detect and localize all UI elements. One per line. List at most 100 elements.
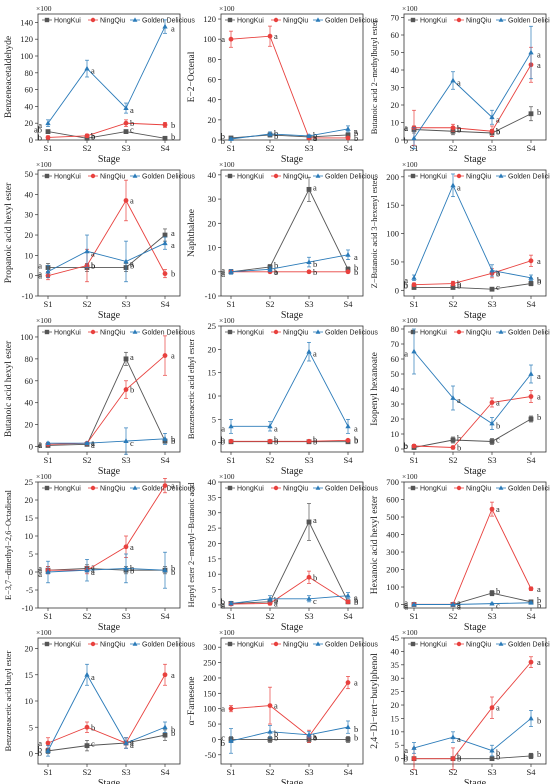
y-tick-label: 0: [29, 567, 33, 577]
y-tick-label: 40: [391, 65, 400, 75]
x-axis-title: Stage: [464, 154, 487, 165]
significance-label: a: [313, 349, 317, 359]
x-tick-label: S4: [527, 611, 537, 621]
significance-label: b: [404, 441, 408, 451]
multiplier-label: ×100: [402, 628, 418, 637]
multiplier-label: ×100: [402, 4, 418, 13]
series-line: [413, 351, 532, 425]
significance-label: b: [221, 435, 225, 445]
significance-label: a: [404, 349, 408, 359]
y-tick-label: 20: [25, 118, 34, 128]
x-tick-label: S4: [161, 299, 171, 309]
y-tick-label: 30: [391, 83, 400, 93]
significance-label: b: [457, 280, 461, 290]
data-point: [162, 353, 168, 358]
data-point: [411, 601, 417, 607]
y-axis-title: Naphthalene: [187, 209, 197, 257]
significance-label: b: [354, 128, 358, 138]
x-tick-label: S1: [44, 299, 53, 309]
y-tick-label: 80: [25, 68, 34, 78]
x-tick-label: S2: [83, 143, 92, 153]
y-tick-label: 25: [391, 687, 400, 697]
legend-marker: [498, 173, 504, 178]
significance-label: c: [130, 438, 134, 448]
series-line: [47, 355, 166, 445]
chart-panel: 0 5 10 15 20 25 30 35 40 S1 S2 S3 S4 Stage Heptyl este…: [185, 470, 378, 633]
chart-svg: 0 10 20 30 40 50 60 70 80 S1 S2 S3 S4 Stage Isopenyl h…: [370, 316, 550, 477]
data-point: [489, 600, 495, 606]
series-line: [230, 576, 349, 605]
significance-label: b: [404, 280, 408, 290]
chart-panel: 0 50 100 150 200 S1 S2 S3 S4 Stage Z−Butanoic acid…: [368, 158, 550, 321]
legend-label: HongKui: [54, 486, 81, 493]
significance-label: a: [221, 269, 225, 279]
significance-label: b: [537, 277, 541, 287]
y-tick-label: 0: [212, 267, 216, 277]
y-axis-title: Heptyl ester 2−methyl−Butanoic acid: [187, 482, 196, 608]
significance-label: b: [171, 567, 175, 577]
significance-label: b: [496, 126, 500, 136]
significance-label: a: [38, 439, 42, 449]
data-point: [306, 595, 312, 601]
data-point: [84, 724, 90, 730]
series-line: [47, 122, 166, 138]
x-tick-label: S3: [122, 299, 131, 309]
x-tick-label: S1: [410, 455, 419, 465]
data-point: [84, 567, 90, 573]
significance-label: a: [404, 745, 408, 755]
significance-label: b: [313, 572, 317, 582]
significance-label: a: [130, 542, 134, 552]
significance-label: b: [171, 434, 175, 444]
legend-marker: [132, 485, 138, 490]
series-line: [230, 35, 348, 139]
data-point: [267, 737, 273, 742]
data-point: [306, 438, 312, 444]
y-axis-title: E−2−Octenal: [187, 51, 197, 102]
series-line: [414, 602, 532, 605]
significance-label: a: [457, 395, 461, 405]
data-point: [450, 601, 456, 607]
y-tick-label: 15: [208, 368, 217, 378]
legend-marker: [456, 17, 462, 23]
legend-marker: [273, 485, 279, 491]
significance-label: b: [537, 715, 541, 725]
y-tick-label: -10: [205, 291, 216, 301]
significance-label: a: [221, 34, 225, 44]
x-axis-title: Stage: [281, 778, 304, 784]
legend-marker: [273, 173, 279, 179]
data-point: [345, 251, 351, 257]
x-axis-title: Stage: [281, 466, 304, 477]
y-tick-label: 0: [212, 135, 216, 145]
data-point: [411, 348, 417, 354]
x-tick-label: S3: [488, 143, 497, 153]
significance-label: a: [171, 228, 175, 238]
significance-label: c: [313, 596, 317, 606]
data-point: [345, 737, 351, 742]
y-tick-label: 700: [386, 477, 399, 487]
y-tick-label: 100: [386, 582, 399, 592]
x-axis-title: Stage: [281, 622, 304, 633]
y-tick-label: 100: [20, 332, 33, 342]
x-tick-label: S4: [527, 455, 537, 465]
significance-label: b: [171, 120, 175, 130]
significance-label: a: [313, 133, 317, 143]
multiplier-label: ×100: [402, 472, 418, 481]
y-tick-label: 20: [391, 414, 400, 424]
x-tick-label: S3: [122, 455, 131, 465]
significance-label: b: [537, 595, 541, 605]
data-point: [123, 356, 129, 362]
y-tick-label: 140: [20, 17, 33, 27]
x-tick-label: S2: [266, 143, 275, 153]
x-tick-label: S2: [83, 455, 92, 465]
multiplier-label: ×100: [219, 4, 235, 13]
chart-svg: 0 5 10 15 20 S1 S2 S3 S4 Stage Benzeneacetic acid …: [4, 628, 195, 784]
y-tick-label: 20: [208, 344, 217, 354]
significance-label: a: [38, 738, 42, 748]
data-point: [528, 586, 534, 592]
significance-label: c: [496, 601, 500, 611]
significance-label: a: [354, 126, 358, 136]
y-tick-label: 20: [25, 230, 34, 240]
significance-label: b: [130, 565, 134, 575]
data-point: [528, 715, 534, 721]
legend-label: Golden Delicious: [325, 486, 378, 493]
